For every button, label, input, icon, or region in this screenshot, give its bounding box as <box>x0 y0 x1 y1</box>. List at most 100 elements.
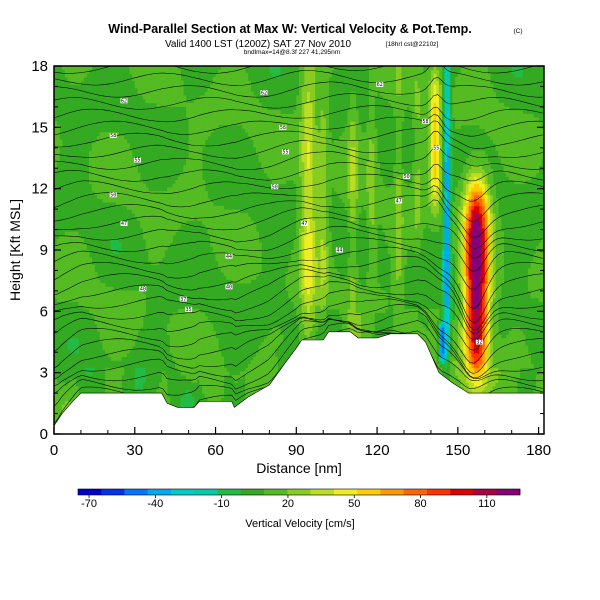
velocity-cell <box>312 224 316 229</box>
velocity-cell <box>299 294 303 299</box>
velocity-cell <box>293 132 297 137</box>
velocity-cell <box>180 88 184 93</box>
velocity-cell <box>242 264 246 269</box>
velocity-cell <box>140 205 144 210</box>
velocity-cell <box>107 143 111 148</box>
velocity-cell <box>315 135 319 140</box>
velocity-cell <box>212 110 216 115</box>
velocity-cell <box>105 375 109 380</box>
velocity-cell <box>280 146 284 152</box>
velocity-cell <box>188 183 192 188</box>
velocity-cell <box>185 364 190 369</box>
velocity-cell <box>134 323 138 328</box>
velocity-cell <box>301 80 305 85</box>
velocity-cell <box>212 99 216 104</box>
velocity-cell <box>110 146 114 152</box>
velocity-cell <box>72 290 76 295</box>
velocity-cell <box>204 382 208 387</box>
velocity-cell <box>107 334 111 339</box>
velocity-cell <box>237 106 241 111</box>
velocity-cell <box>132 323 136 328</box>
velocity-cell <box>185 198 190 203</box>
velocity-cell <box>191 353 195 358</box>
velocity-cell <box>234 257 238 262</box>
velocity-cell <box>124 301 128 306</box>
velocity-cell <box>299 121 303 126</box>
velocity-cell <box>231 246 235 251</box>
velocity-cell <box>194 345 198 350</box>
velocity-cell <box>334 268 338 273</box>
velocity-cell <box>320 158 324 163</box>
velocity-cell <box>266 367 270 372</box>
velocity-cell <box>215 88 219 93</box>
velocity-cell <box>148 66 152 71</box>
velocity-cell <box>231 235 235 240</box>
velocity-cell <box>153 224 157 229</box>
velocity-cell <box>204 224 208 229</box>
velocity-cell <box>137 378 141 383</box>
velocity-cell <box>196 172 200 177</box>
velocity-cell <box>113 290 117 295</box>
velocity-cell <box>212 389 216 394</box>
velocity-cell <box>153 194 157 199</box>
velocity-cell <box>258 364 262 369</box>
velocity-cell <box>218 238 222 244</box>
velocity-cell <box>156 242 160 247</box>
velocity-cell <box>296 319 300 324</box>
velocity-cell <box>59 297 63 302</box>
velocity-cell <box>126 349 130 354</box>
velocity-cell <box>169 349 173 354</box>
velocity-cell <box>78 235 82 240</box>
velocity-cell <box>325 268 330 273</box>
velocity-cell <box>191 400 195 405</box>
velocity-cell <box>258 154 262 159</box>
velocity-cell <box>220 375 225 380</box>
velocity-cell <box>223 121 227 126</box>
velocity-cell <box>94 294 98 299</box>
velocity-cell <box>250 132 254 137</box>
velocity-cell <box>94 183 98 188</box>
velocity-cell <box>320 77 324 82</box>
velocity-cell <box>285 286 289 291</box>
velocity-cell <box>277 139 281 144</box>
velocity-cell <box>164 102 168 107</box>
velocity-cell <box>161 242 165 247</box>
velocity-cell <box>113 143 117 148</box>
velocity-cell <box>105 158 109 163</box>
velocity-cell <box>105 165 109 170</box>
velocity-cell <box>142 77 146 82</box>
velocity-cell <box>137 176 141 181</box>
velocity-cell <box>115 150 120 155</box>
velocity-cell <box>255 253 260 258</box>
velocity-cell <box>113 294 117 299</box>
velocity-cell <box>315 150 319 155</box>
velocity-cell <box>218 257 222 262</box>
velocity-cell <box>80 275 85 280</box>
velocity-cell <box>83 290 87 295</box>
velocity-cell <box>325 231 330 236</box>
velocity-cell <box>204 124 208 129</box>
velocity-cell <box>191 158 195 163</box>
velocity-cell <box>325 294 330 299</box>
velocity-cell <box>253 227 257 232</box>
velocity-cell <box>167 224 171 229</box>
velocity-cell <box>102 161 106 166</box>
velocity-cell <box>161 227 165 232</box>
velocity-cell <box>237 69 241 74</box>
velocity-cell <box>323 95 327 100</box>
velocity-cell <box>56 286 60 291</box>
velocity-cell <box>132 172 136 177</box>
velocity-cell <box>191 342 195 347</box>
velocity-cell <box>118 158 122 163</box>
velocity-cell <box>269 165 273 170</box>
velocity-cell <box>199 202 203 207</box>
velocity-cell <box>199 176 203 181</box>
velocity-cell <box>67 290 71 295</box>
velocity-cell <box>245 73 249 78</box>
velocity-cell <box>67 77 71 82</box>
velocity-cell <box>142 235 146 240</box>
velocity-cell <box>202 356 206 361</box>
velocity-cell <box>239 110 243 115</box>
velocity-cell <box>269 143 273 148</box>
velocity-cell <box>97 183 101 188</box>
